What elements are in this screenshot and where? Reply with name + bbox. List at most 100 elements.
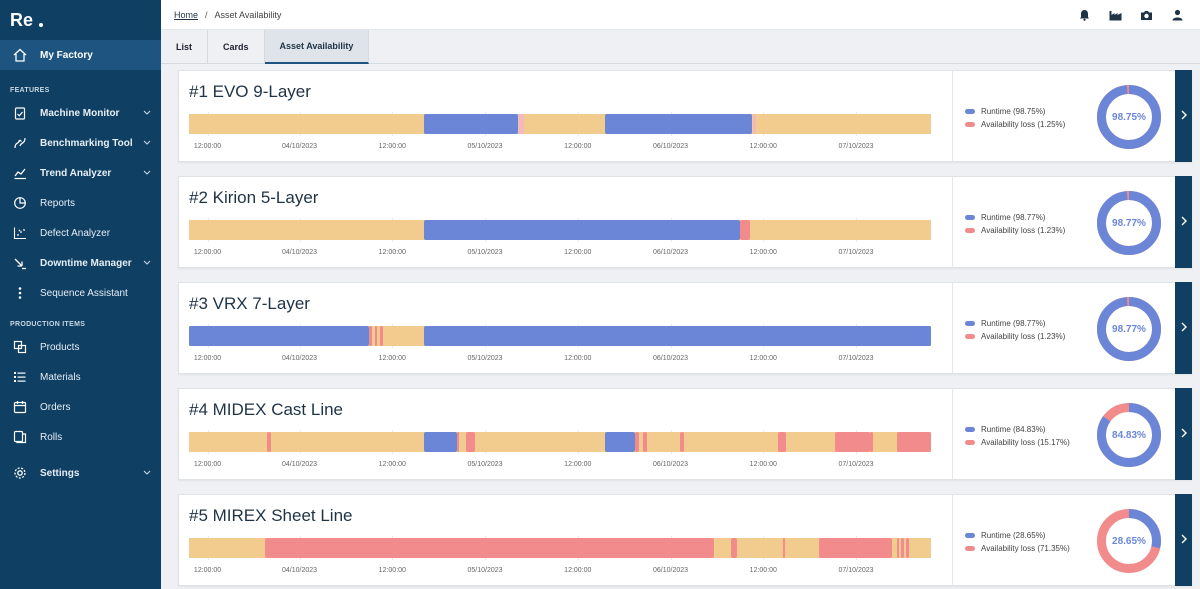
availability-loss-segment[interactable]	[818, 538, 893, 558]
availability-summary: Runtime (98.77%) Availability loss (1.23%…	[952, 177, 1175, 267]
availability-loss-segment[interactable]	[680, 432, 684, 452]
availability-timeline[interactable]	[189, 432, 931, 452]
runtime-segment[interactable]	[424, 114, 518, 134]
timeline-tick-label: 12:00:00	[378, 355, 406, 362]
bell-icon[interactable]	[1076, 7, 1092, 23]
expand-asset-button[interactable]	[1175, 176, 1192, 268]
availability-loss-segment[interactable]	[901, 538, 904, 558]
user-icon[interactable]	[1169, 7, 1185, 23]
sidebar-item-orders[interactable]: Orders	[0, 392, 161, 422]
sidebar-item-label: Machine Monitor	[40, 107, 120, 119]
availability-loss-segment[interactable]	[740, 220, 750, 240]
timeline-axis: 12:00:00 04/10/2023 12:00:00 05/10/2023 12:0…	[189, 558, 931, 580]
availability-loss-segment[interactable]	[634, 432, 639, 452]
asset-cards-list: #1 EVO 9-Layer 12:00:00 04/10/2023 12:00:00…	[178, 70, 1192, 589]
tab-list[interactable]: List	[161, 30, 209, 64]
legend-swatch	[965, 321, 975, 326]
donut-percent-label: 28.65%	[1112, 535, 1146, 547]
sidebar-item-label: Settings	[40, 467, 80, 479]
timeline-tick-label: 12:00:00	[193, 567, 222, 574]
availability-loss-segment[interactable]	[731, 538, 738, 558]
chevron-down-icon	[143, 138, 151, 149]
sidebar-item-sequence-assistant[interactable]: Sequence Assistant	[0, 278, 161, 308]
sidebar-item-label: Sequence Assistant	[40, 287, 128, 299]
availability-loss-segment[interactable]	[905, 538, 909, 558]
runtime-segment[interactable]	[189, 326, 370, 346]
legend-runtime-label: Runtime (98.75%)	[981, 107, 1046, 116]
runtime-segment[interactable]	[605, 432, 635, 452]
sidebar-item-settings[interactable]: Settings	[0, 458, 161, 488]
donut-percent-label: 98.75%	[1112, 111, 1146, 123]
rolls-icon	[12, 429, 28, 445]
availability-loss-segment[interactable]	[374, 326, 378, 346]
sidebar-item-defect-analyzer[interactable]: Defect Analyzer	[0, 218, 161, 248]
sidebar-item-label: Benchmarking Tool	[40, 137, 133, 149]
availability-donut-chart	[1097, 85, 1161, 149]
availability-timeline[interactable]	[189, 538, 931, 558]
availability-donut-chart	[1097, 191, 1161, 255]
chevron-right-icon	[1181, 107, 1187, 125]
availability-timeline[interactable]	[189, 326, 931, 346]
donut-runtime-arc	[1097, 85, 1161, 149]
sidebar-item-downtime-manager[interactable]: Downtime Manager	[0, 248, 161, 278]
donut-percent-label: 98.77%	[1112, 217, 1146, 229]
factory-icon[interactable]	[1107, 7, 1123, 23]
sidebar-item-reports[interactable]: Reports	[0, 188, 161, 218]
expand-asset-button[interactable]	[1175, 388, 1192, 480]
asset-card: #5 MIREX Sheet Line 12:00:00 04/10/2023 12:…	[178, 494, 1192, 586]
sidebar-item-machine-monitor[interactable]: Machine Monitor	[0, 98, 161, 128]
legend-runtime: Runtime (98.77%)	[965, 211, 1065, 224]
availability-loss-segment[interactable]	[380, 326, 384, 346]
timeline-tick-label: 06/10/2023	[653, 567, 689, 574]
availability-loss-segment[interactable]	[752, 114, 756, 134]
availability-loss-segment[interactable]	[517, 114, 524, 134]
timeline-tick-label: 12:00:00	[564, 461, 592, 468]
sidebar-item-materials[interactable]: Materials	[0, 362, 161, 392]
runtime-segment[interactable]	[424, 326, 931, 346]
legend-swatch	[965, 109, 975, 114]
expand-asset-button[interactable]	[1175, 70, 1192, 162]
availability-loss-segment[interactable]	[369, 326, 373, 346]
runtime-segment[interactable]	[424, 432, 457, 452]
availability-loss-segment[interactable]	[870, 432, 874, 452]
availability-loss-segment[interactable]	[896, 538, 900, 558]
availability-timeline[interactable]	[189, 114, 931, 134]
timeline-tick-label: 04/10/2023	[282, 355, 318, 362]
donut-percent-label: 84.83%	[1112, 429, 1146, 441]
availability-loss-segment[interactable]	[643, 432, 647, 452]
availability-loss-segment[interactable]	[782, 538, 785, 558]
breadcrumb-home-link[interactable]: Home	[174, 9, 199, 20]
availability-loss-segment[interactable]	[835, 432, 871, 452]
availability-loss-segment[interactable]	[465, 432, 476, 452]
availability-loss-segment[interactable]	[896, 432, 931, 452]
legend-loss-label: Availability loss (1.23%)	[981, 226, 1066, 235]
camera-icon[interactable]	[1138, 7, 1154, 23]
expand-asset-button[interactable]	[1175, 282, 1192, 374]
sidebar-item-products[interactable]: Products	[0, 332, 161, 362]
sidebar-item-trend-analyzer[interactable]: Trend Analyzer	[0, 158, 161, 188]
availability-timeline[interactable]	[189, 220, 931, 240]
asset-title: #5 MIREX Sheet Line	[189, 506, 353, 525]
sidebar-item-my-factory[interactable]: My Factory	[0, 40, 161, 70]
availability-loss-segment[interactable]	[456, 432, 460, 452]
availability-loss-segment[interactable]	[778, 432, 786, 452]
runtime-segment[interactable]	[605, 114, 753, 134]
scatter-chart-icon	[12, 225, 28, 241]
tab-asset-availability[interactable]: Asset Availability	[264, 30, 370, 64]
availability-loss-segment[interactable]	[266, 432, 272, 452]
brand-logo[interactable]: Re	[0, 0, 161, 40]
tab-cards[interactable]: Cards	[208, 30, 265, 64]
runtime-segment[interactable]	[424, 220, 741, 240]
timeline-tick-label: 12:00:00	[378, 461, 406, 468]
availability-summary: Runtime (98.77%) Availability loss (1.23%…	[952, 283, 1175, 373]
availability-loss-segment[interactable]	[265, 538, 714, 558]
sidebar-item-label: Orders	[40, 401, 71, 413]
timeline-tick-label: 05/10/2023	[467, 567, 503, 574]
sidebar-item-rolls[interactable]: Rolls	[0, 422, 161, 452]
re-logo-icon: Re	[10, 11, 43, 29]
sidebar-item-benchmarking-tool[interactable]: Benchmarking Tool	[0, 128, 161, 158]
timeline-tick-label: 07/10/2023	[838, 567, 874, 574]
legend-loss: Availability loss (1.23%)	[965, 224, 1065, 237]
availability-summary: Runtime (84.83%) Availability loss (15.17…	[952, 389, 1175, 479]
expand-asset-button[interactable]	[1175, 494, 1192, 586]
